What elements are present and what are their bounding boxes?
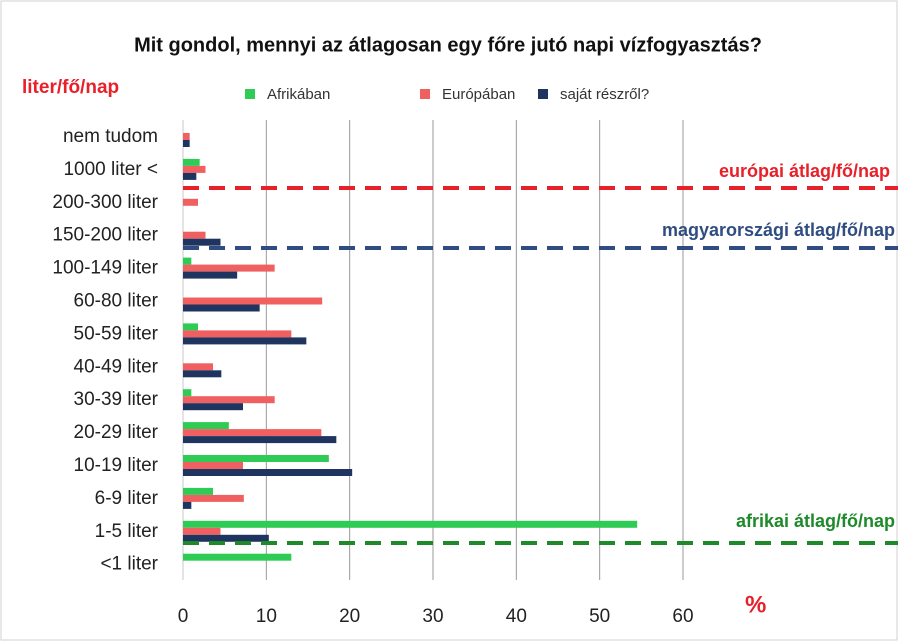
legend-label: Európában xyxy=(442,86,515,103)
bar xyxy=(183,330,292,338)
y-tick-label: 100-149 liter xyxy=(52,258,158,279)
y-tick-label: 60-80 liter xyxy=(74,291,159,312)
y-tick-label: 50-59 liter xyxy=(74,323,159,344)
bar xyxy=(183,231,206,239)
chart-title: Mit gondol, mennyi az átlagosan egy főre… xyxy=(134,34,762,56)
bar xyxy=(183,455,329,462)
x-axis-label: % xyxy=(745,591,766,618)
bar xyxy=(183,257,192,265)
bar xyxy=(183,140,190,147)
bar xyxy=(183,429,322,437)
annotation: európai átlag/fő/nap xyxy=(719,161,890,181)
bar xyxy=(183,553,292,561)
y-tick-label: 30-39 liter xyxy=(74,389,159,410)
annotation: afrikai átlag/fő/nap xyxy=(736,511,895,531)
annotation: magyarországi átlag/fő/nap xyxy=(662,220,895,240)
y-tick-label: 10-19 liter xyxy=(74,455,159,476)
x-tick-label: 60 xyxy=(672,606,693,627)
bar xyxy=(183,436,337,444)
bar xyxy=(183,534,269,542)
legend-swatch xyxy=(420,89,430,99)
x-tick-label: 0 xyxy=(178,606,189,627)
y-tick-label: <1 liter xyxy=(100,554,158,575)
bar xyxy=(183,133,190,140)
y-tick-label: nem tudom xyxy=(63,126,158,147)
legend-label: Afrikában xyxy=(267,86,330,103)
bar xyxy=(183,363,213,371)
y-tick-label: 1000 liter < xyxy=(63,159,158,180)
y-tick-label: 150-200 liter xyxy=(52,225,158,246)
bar xyxy=(183,271,238,279)
bar xyxy=(183,165,206,173)
legend-swatch xyxy=(245,89,255,99)
y-tick-label: 1-5 liter xyxy=(95,521,159,542)
legend-label: saját részről? xyxy=(560,86,649,103)
legend-swatch xyxy=(538,89,548,99)
bar xyxy=(183,337,307,345)
bar xyxy=(183,403,243,411)
bar xyxy=(183,527,221,535)
bar xyxy=(183,389,192,397)
bar xyxy=(183,323,198,331)
bar xyxy=(183,238,221,246)
y-axis-label: liter/fő/nap xyxy=(22,77,119,98)
y-tick-label: 40-49 liter xyxy=(74,356,159,377)
bar xyxy=(183,297,323,305)
bar xyxy=(183,422,229,430)
bar xyxy=(183,370,222,378)
bar xyxy=(183,198,198,206)
x-tick-label: 50 xyxy=(589,606,610,627)
x-tick-label: 30 xyxy=(422,606,443,627)
bar xyxy=(183,264,275,272)
y-tick-label: 200-300 liter xyxy=(52,192,158,213)
bar xyxy=(183,469,353,476)
bar xyxy=(183,304,260,312)
y-tick-label: 6-9 liter xyxy=(95,488,159,509)
bar xyxy=(183,462,243,469)
bar xyxy=(183,172,197,180)
bar xyxy=(183,501,192,509)
y-tick-label: 20-29 liter xyxy=(74,422,159,443)
bar xyxy=(183,158,200,166)
x-tick-label: 10 xyxy=(256,606,277,627)
bar xyxy=(183,520,638,528)
bar xyxy=(183,487,213,495)
x-tick-label: 20 xyxy=(339,606,360,627)
x-tick-label: 40 xyxy=(506,606,527,627)
bar xyxy=(183,396,275,404)
bar xyxy=(183,494,244,502)
